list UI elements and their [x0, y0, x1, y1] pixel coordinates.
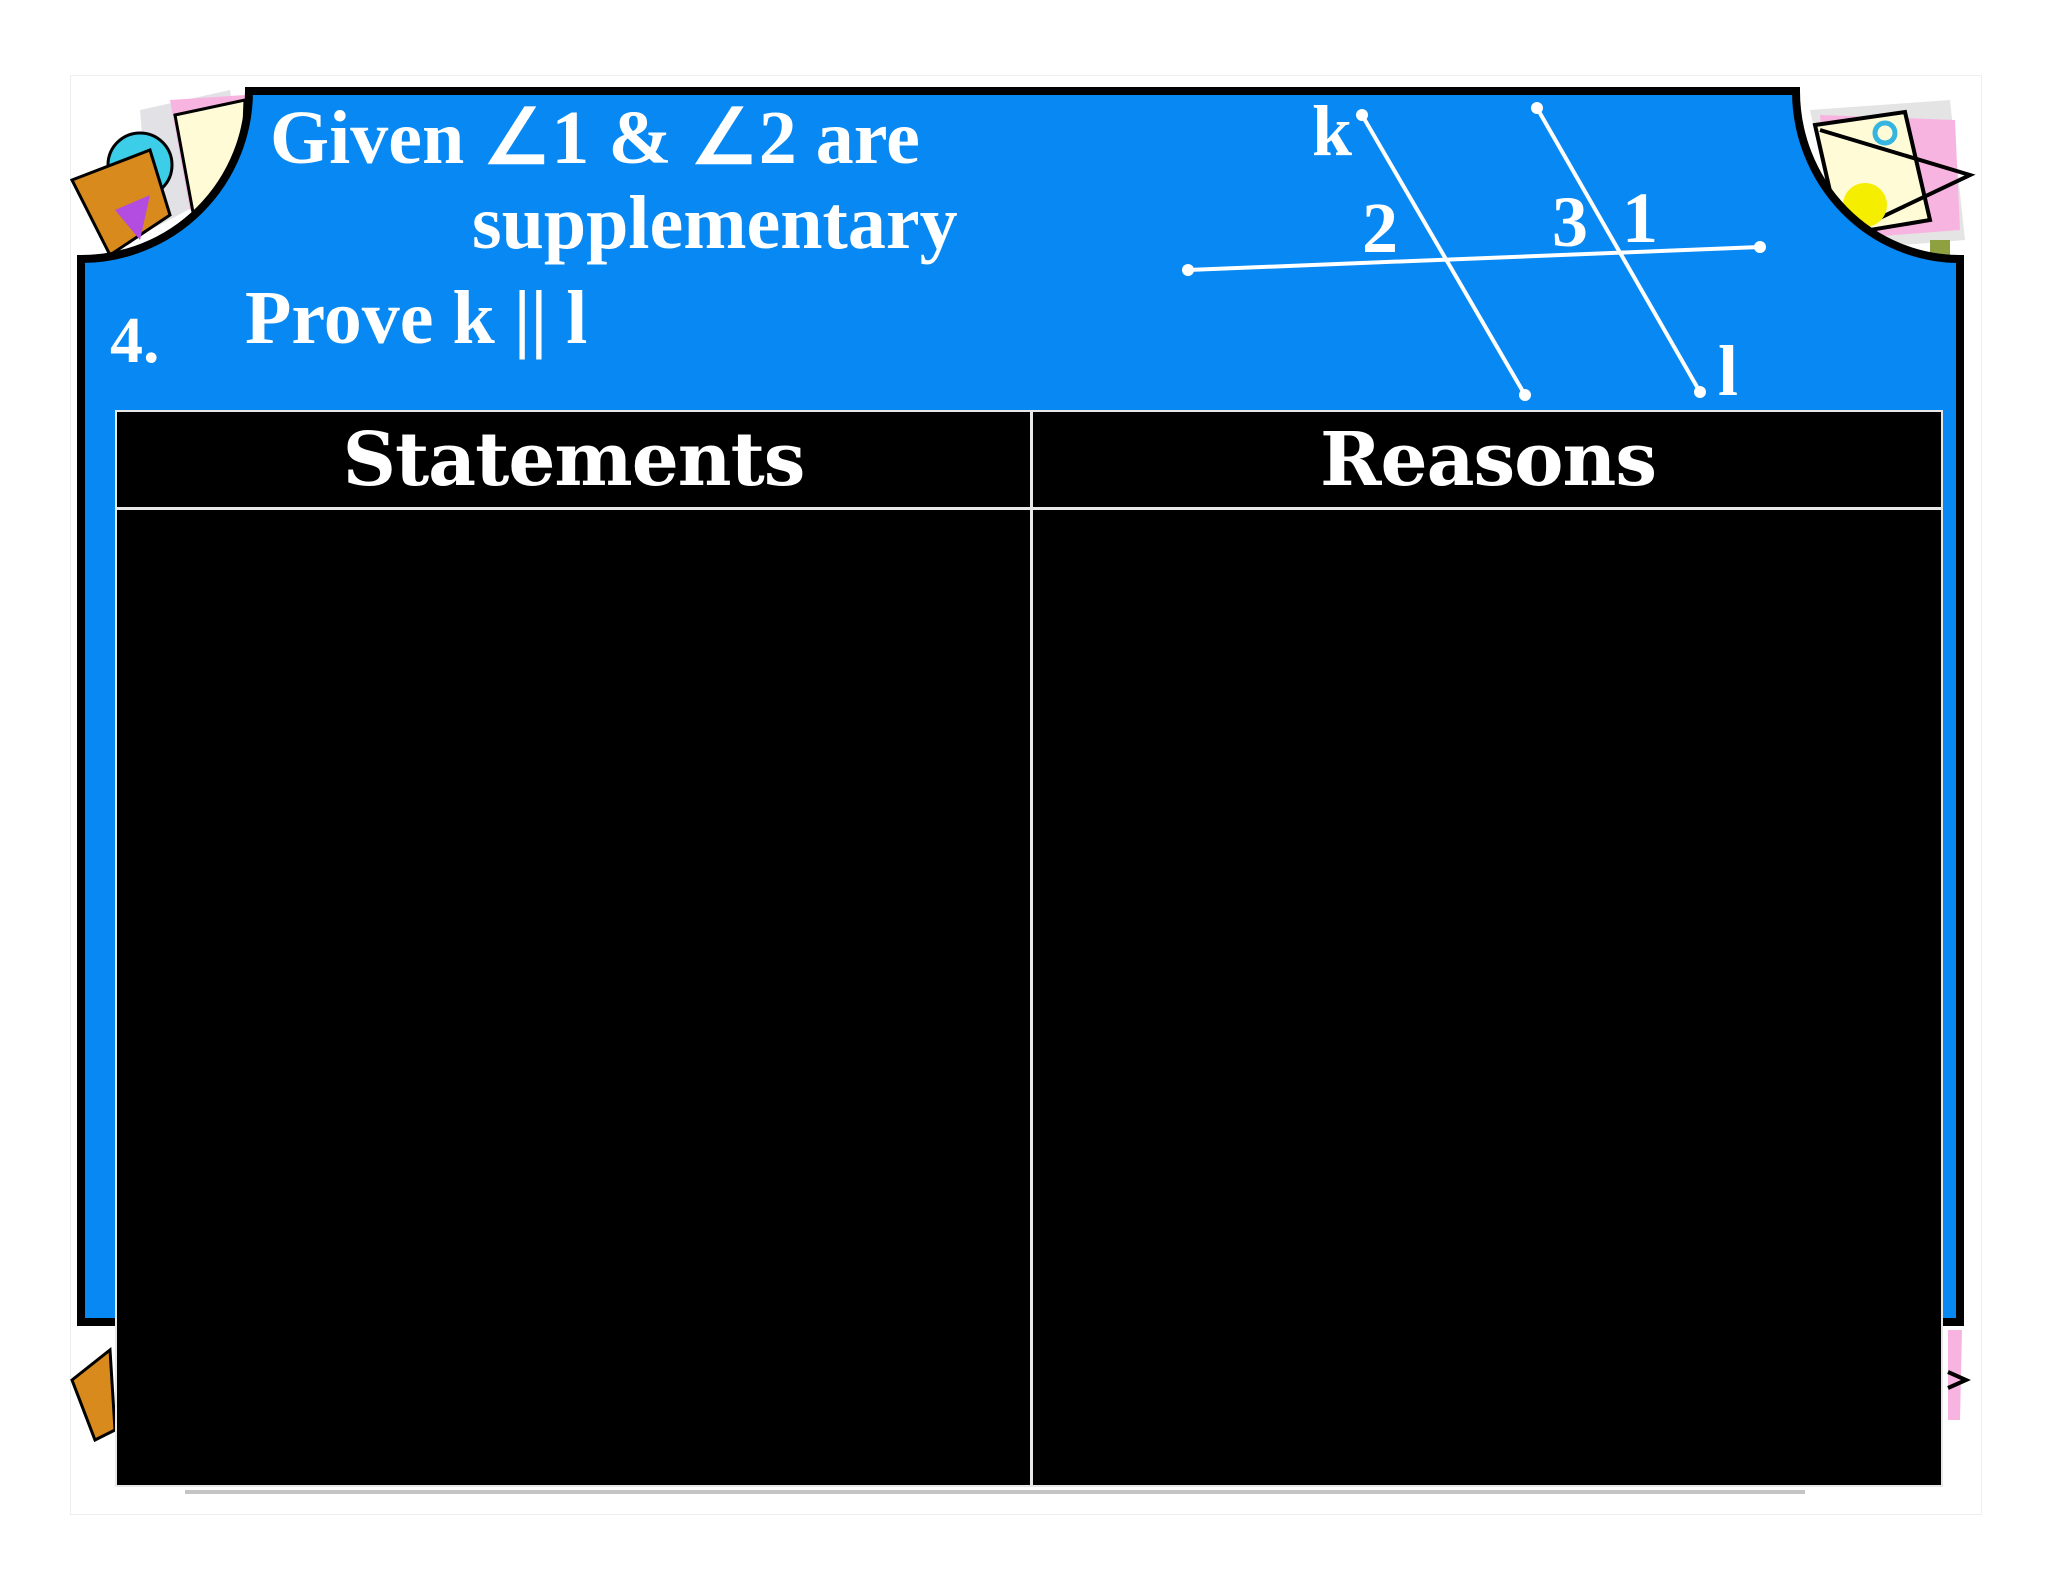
given-statement-continued: supplementary [472, 181, 958, 265]
column-divider [1030, 412, 1033, 1485]
prove-statement: Prove k || l [245, 276, 588, 360]
slide-shadow [185, 1490, 1805, 1494]
label-k: k [1312, 91, 1352, 171]
proof-table: Statements Reasons [115, 410, 1943, 1487]
angle-label-3: 3 [1552, 182, 1588, 262]
table-header: Statements Reasons [117, 412, 1941, 510]
angle-label-2: 2 [1362, 188, 1398, 268]
transversal-line [1187, 245, 1761, 272]
line-k [1360, 113, 1527, 397]
problem-number: 4. [110, 304, 160, 377]
angle-label-1: 1 [1622, 178, 1658, 258]
header-statements: Statements [342, 416, 806, 503]
line-l [1535, 107, 1702, 393]
parallel-lines-diagram [1182, 102, 1766, 401]
header-reasons: Reasons [1319, 416, 1657, 503]
label-l: l [1718, 331, 1738, 411]
given-statement: Given ∠1 & ∠2 are [270, 96, 920, 180]
